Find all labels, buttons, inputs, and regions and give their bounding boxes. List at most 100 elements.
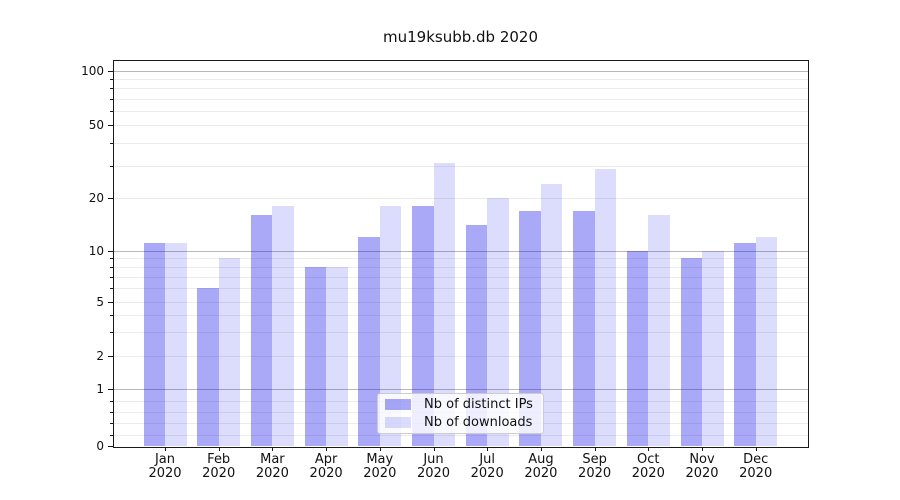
bar-mar-ips — [250, 215, 273, 446]
year-label: 2020 — [202, 466, 236, 481]
x-tick — [702, 447, 703, 451]
gridline-minor — [114, 434, 808, 436]
x-tick-label-dec: Dec 2020 — [729, 453, 783, 481]
gridline-minor — [114, 98, 808, 100]
bar-apr-ips — [304, 266, 327, 446]
year-label: 2020 — [578, 466, 612, 481]
bar-nov-ips — [680, 258, 702, 446]
bar-nov-downloads — [702, 250, 724, 446]
y-minor-tick — [110, 266, 113, 268]
month-label: May — [366, 452, 394, 467]
gridline-minor — [114, 266, 808, 268]
gridline-minor — [114, 88, 808, 90]
gridline-minor — [114, 331, 808, 333]
bar-jul-downloads — [487, 198, 509, 446]
bar-dec-ips — [734, 243, 756, 446]
gridline-minor — [114, 78, 808, 80]
y-tick-label: 100 — [81, 63, 104, 78]
y-tick — [108, 70, 113, 72]
bar-aug-ips — [519, 210, 541, 446]
year-label: 2020 — [524, 466, 558, 481]
x-tick — [755, 447, 757, 451]
month-label: Dec — [743, 452, 769, 467]
y-tick-label: 10 — [88, 243, 104, 258]
y-tick-label: 5 — [96, 294, 104, 309]
bar-feb-ips — [197, 288, 219, 446]
y-minor-tick — [110, 314, 113, 316]
year-label: 2020 — [148, 466, 182, 481]
x-tick-label-oct: Oct 2020 — [621, 453, 675, 481]
x-tick — [648, 447, 650, 451]
bar-oct-downloads — [648, 215, 670, 446]
y-minor-tick — [110, 331, 113, 333]
y-tick — [108, 250, 113, 252]
y-tick-label: 1 — [96, 382, 104, 397]
month-label: Feb — [207, 452, 231, 467]
gridline-5 — [114, 301, 808, 303]
x-tick — [594, 447, 596, 451]
y-minor-tick — [110, 258, 113, 260]
month-label: Apr — [314, 452, 338, 467]
bar-sep-downloads — [594, 168, 617, 446]
gridline-1 — [114, 389, 808, 391]
year-label: 2020 — [255, 466, 289, 481]
y-tick — [108, 446, 113, 447]
x-tick — [165, 447, 166, 451]
bar-feb-downloads — [218, 258, 241, 446]
x-tick-label-jul: Jul 2020 — [460, 453, 514, 481]
y-minor-tick — [110, 434, 113, 436]
y-minor-tick — [110, 78, 113, 80]
gridline-minor — [114, 314, 808, 316]
y-tick — [108, 355, 113, 357]
y-minor-tick — [110, 400, 113, 402]
legend: Nb of distinct IPs Nb of downloads — [377, 393, 544, 434]
x-tick-label-nov: Nov 2020 — [675, 453, 729, 481]
month-label: Oct — [637, 452, 660, 467]
x-tick-label-apr: Apr 2020 — [299, 453, 353, 481]
year-label: 2020 — [470, 466, 504, 481]
x-tick-label-feb: Feb 2020 — [192, 453, 246, 481]
gridline-100 — [114, 70, 808, 72]
y-tick — [108, 301, 113, 303]
x-tick — [540, 447, 542, 451]
y-tick — [108, 125, 113, 127]
month-label: Jul — [479, 452, 496, 467]
y-minor-tick — [110, 276, 113, 278]
gridline-20 — [114, 198, 808, 200]
bar-may-downloads — [379, 206, 402, 446]
y-tick-label: 2 — [96, 348, 104, 363]
x-tick — [218, 447, 220, 451]
bar-dec-downloads — [755, 236, 778, 446]
year-label: 2020 — [309, 466, 343, 481]
y-minor-tick — [110, 165, 113, 167]
bar-jul-ips — [465, 225, 488, 446]
y-minor-tick — [110, 88, 113, 90]
gridline-minor — [114, 258, 808, 260]
y-tick — [108, 389, 113, 391]
bar-apr-downloads — [326, 266, 348, 446]
x-tick — [326, 447, 328, 451]
bar-may-ips — [358, 236, 380, 446]
year-label: 2020 — [363, 466, 397, 481]
x-tick-label-jan: Jan 2020 — [138, 453, 192, 481]
y-tick-label: 20 — [88, 191, 104, 206]
gridline-minor — [114, 110, 808, 112]
x-tick — [272, 447, 274, 451]
legend-swatch-distinct-ips — [385, 399, 411, 410]
year-label: 2020 — [685, 466, 719, 481]
x-tick — [433, 447, 435, 451]
month-label: Jan — [154, 452, 176, 467]
y-tick-label: 50 — [88, 118, 104, 133]
year-label: 2020 — [739, 466, 773, 481]
x-tick — [379, 447, 381, 451]
y-minor-tick — [110, 411, 113, 413]
legend-item-downloads: Nb of downloads — [385, 415, 543, 430]
legend-label-distinct-ips: Nb of distinct IPs — [424, 397, 533, 412]
year-label: 2020 — [631, 466, 665, 481]
gridline-2 — [114, 355, 808, 357]
month-label: Nov — [689, 452, 715, 467]
y-minor-tick — [110, 288, 113, 290]
y-minor-tick — [110, 143, 113, 145]
legend-label-downloads: Nb of downloads — [424, 415, 533, 430]
